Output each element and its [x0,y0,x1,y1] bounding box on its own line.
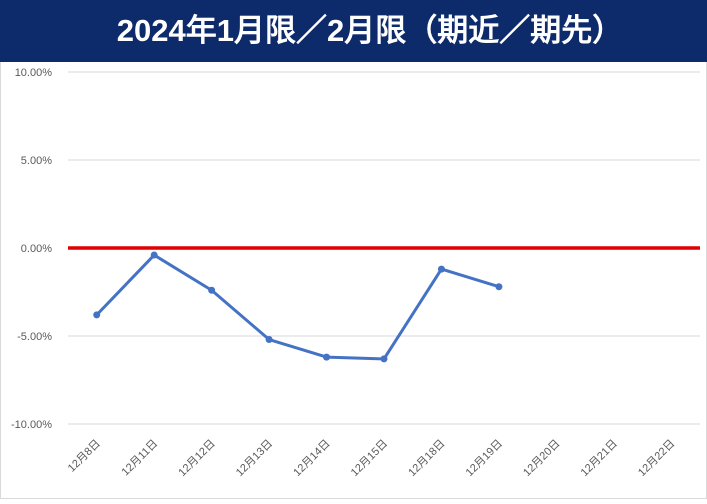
y-tick-label: 0.00% [21,243,52,255]
title-banner [0,0,707,62]
data-point [323,353,331,361]
chart-title: 2024年1月限／2月限（期近／期先） [117,13,623,48]
y-tick-label: -5.00% [17,331,52,343]
data-point [150,251,158,259]
data-point [380,355,388,363]
data-point [495,283,503,291]
y-tick-label: 5.00% [21,155,52,167]
data-point [265,336,273,344]
series-line [95,253,500,361]
data-point [93,311,101,319]
data-point [208,286,216,294]
y-tick-label: -10.00% [11,419,52,431]
y-tick-label: 10.00% [15,67,53,79]
data-point [437,265,445,273]
